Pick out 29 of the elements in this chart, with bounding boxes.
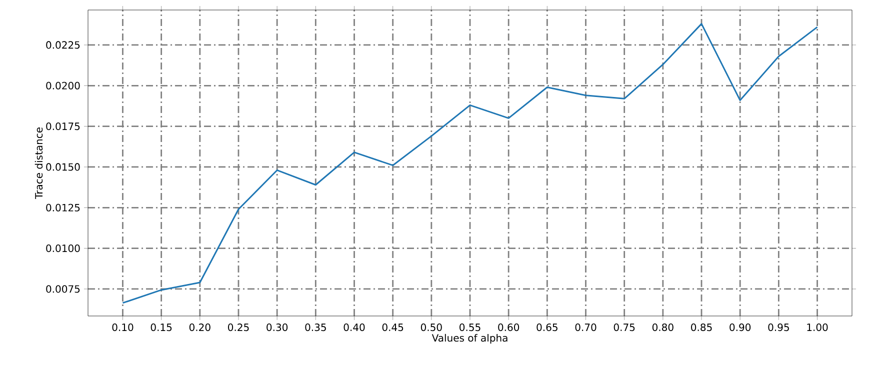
y-tick-label: 0.0150 [46, 163, 80, 171]
y-tick-label: 0.0175 [46, 122, 80, 130]
x-tick-label: 0.15 [150, 324, 172, 332]
x-tick-label: 0.35 [305, 324, 326, 332]
x-tick-label: 0.95 [768, 324, 789, 332]
x-tick-label: 0.90 [730, 324, 751, 332]
x-tick-label: 0.60 [498, 324, 520, 332]
x-tick-label: 0.80 [652, 324, 674, 332]
x-tick-label: 0.65 [536, 324, 558, 332]
x-tick-label: 0.25 [228, 324, 249, 332]
line-series [122, 23, 818, 304]
x-axis-title: Values of alpha [432, 334, 508, 344]
x-tick-label: 0.70 [575, 324, 596, 332]
x-tick-label: 0.55 [460, 324, 480, 332]
x-tick-label: 1.00 [807, 324, 828, 332]
x-tick-label: 0.20 [189, 324, 210, 332]
y-tick-label: 0.0100 [46, 244, 80, 252]
x-tick-label: 0.40 [344, 324, 365, 332]
x-tick-label: 0.10 [112, 324, 134, 332]
x-tick-label: 0.50 [420, 324, 442, 332]
y-axis-title: Trace distance [34, 127, 43, 200]
y-tick-label: 0.0200 [46, 82, 80, 90]
y-tick-label: 0.0225 [46, 41, 80, 49]
x-tick-label: 0.30 [266, 324, 288, 332]
x-tick-label: 0.85 [691, 324, 712, 332]
x-tick-label: 0.75 [614, 324, 635, 332]
y-tick-label: 0.0125 [46, 204, 80, 212]
y-tick-label: 0.0075 [46, 285, 80, 293]
x-tick-label: 0.45 [382, 324, 404, 332]
